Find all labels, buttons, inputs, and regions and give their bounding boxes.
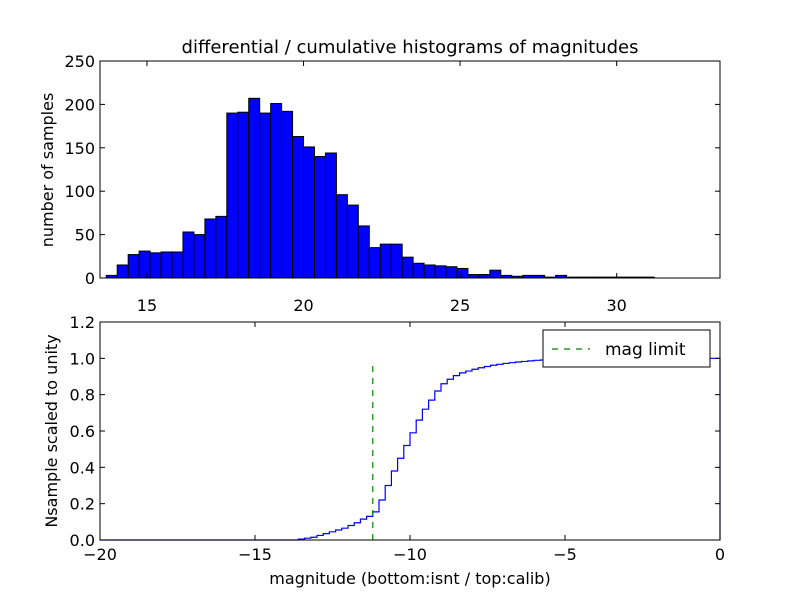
top-y-tick-label: 150 — [64, 139, 95, 158]
histogram-bar — [303, 146, 315, 279]
bottom-x-axis-label: magnitude (bottom:isnt / top:calib) — [269, 569, 550, 588]
top-y-ticks: 0 50 100 150 200 250 — [64, 52, 720, 288]
top-y-tick-label: 100 — [64, 182, 95, 201]
bottom-y-ticks: 0.0 0.2 0.4 0.6 0.8 1.0 1.2 — [70, 313, 720, 550]
histogram-bar — [281, 110, 294, 279]
histogram-bar — [467, 274, 480, 279]
histogram-bar — [412, 262, 425, 279]
top-x-tick-label: 20 — [293, 296, 313, 315]
top-y-tick-label: 0 — [85, 269, 95, 288]
cumulative-step-line — [100, 357, 721, 541]
bottom-y-tick-label: 0.6 — [70, 422, 95, 441]
top-x-tick-label: 25 — [450, 296, 470, 315]
bottom-x-ticks: −20 −15 −10 −5 0 — [83, 322, 725, 564]
histogram-bar — [127, 254, 140, 279]
histogram-bar — [237, 111, 250, 279]
histogram-bar — [423, 264, 436, 279]
histogram-bar — [346, 204, 359, 279]
histogram-bar — [456, 267, 469, 279]
histogram-bar — [171, 251, 184, 279]
top-bars-group — [105, 97, 655, 279]
histogram-bar — [368, 247, 381, 279]
histogram-bar — [478, 274, 491, 279]
histogram-bar — [390, 243, 403, 279]
top-histogram-chart: differential / cumulative histograms of … — [38, 37, 721, 315]
top-y-tick-label: 250 — [64, 52, 95, 71]
top-x-ticks: 15 20 25 30 — [137, 61, 627, 315]
legend-mag-limit-label: mag limit — [605, 340, 686, 360]
histogram-bar — [248, 97, 261, 279]
histogram-bar — [215, 215, 228, 279]
top-axes-frame — [99, 60, 721, 279]
histogram-bar — [138, 250, 151, 279]
histogram-bar — [357, 225, 370, 279]
histogram-bar — [259, 112, 272, 279]
histogram-bar — [292, 136, 305, 279]
bottom-y-tick-label: 1.2 — [70, 313, 95, 332]
histogram-bar — [182, 231, 195, 279]
histogram-bar — [270, 103, 283, 279]
legend: mag limit — [542, 329, 711, 368]
bottom-y-tick-label: 1.0 — [70, 349, 95, 368]
top-chart-title: differential / cumulative histograms of … — [182, 37, 639, 58]
histogram-bar — [445, 266, 458, 279]
histogram-bar — [149, 252, 162, 279]
histogram-bar — [193, 234, 206, 279]
bottom-x-tick-label: −5 — [553, 545, 577, 564]
bottom-y-tick-label: 0.8 — [70, 386, 95, 405]
histogram-bar — [313, 155, 326, 279]
histogram-bar — [401, 256, 414, 279]
histogram-bar — [204, 218, 217, 279]
histogram-bar — [324, 152, 337, 279]
bottom-x-tick-label: −15 — [238, 545, 272, 564]
bottom-x-tick-label: −20 — [83, 545, 117, 564]
histogram-bar — [434, 265, 447, 279]
top-y-tick-label: 50 — [75, 226, 95, 245]
bottom-y-tick-label: 0.0 — [70, 531, 95, 550]
top-x-tick-label: 15 — [137, 296, 157, 315]
legend-box — [542, 329, 711, 368]
bottom-x-tick-label: −10 — [393, 545, 427, 564]
top-y-tick-label: 200 — [64, 95, 95, 114]
histogram-bar — [226, 112, 239, 279]
top-y-axis-label: number of samples — [38, 93, 57, 248]
histogram-bar — [489, 269, 502, 279]
bottom-y-axis-label: Nsample scaled to unity — [42, 334, 61, 527]
histogram-bar — [335, 194, 348, 279]
histogram-bar — [160, 251, 173, 279]
bottom-x-tick-label: 0 — [715, 545, 725, 564]
histogram-bar — [116, 264, 129, 279]
bottom-y-tick-label: 0.2 — [70, 495, 95, 514]
bottom-y-tick-label: 0.4 — [70, 458, 95, 477]
histogram-bar — [379, 243, 392, 279]
top-x-tick-label: 30 — [606, 296, 626, 315]
bottom-cumulative-chart: −20 −15 −10 −5 0 0.0 0.2 0.4 0.6 0.8 1.0 1.2 magni… — [42, 313, 725, 588]
bottom-lines-group — [100, 357, 721, 541]
